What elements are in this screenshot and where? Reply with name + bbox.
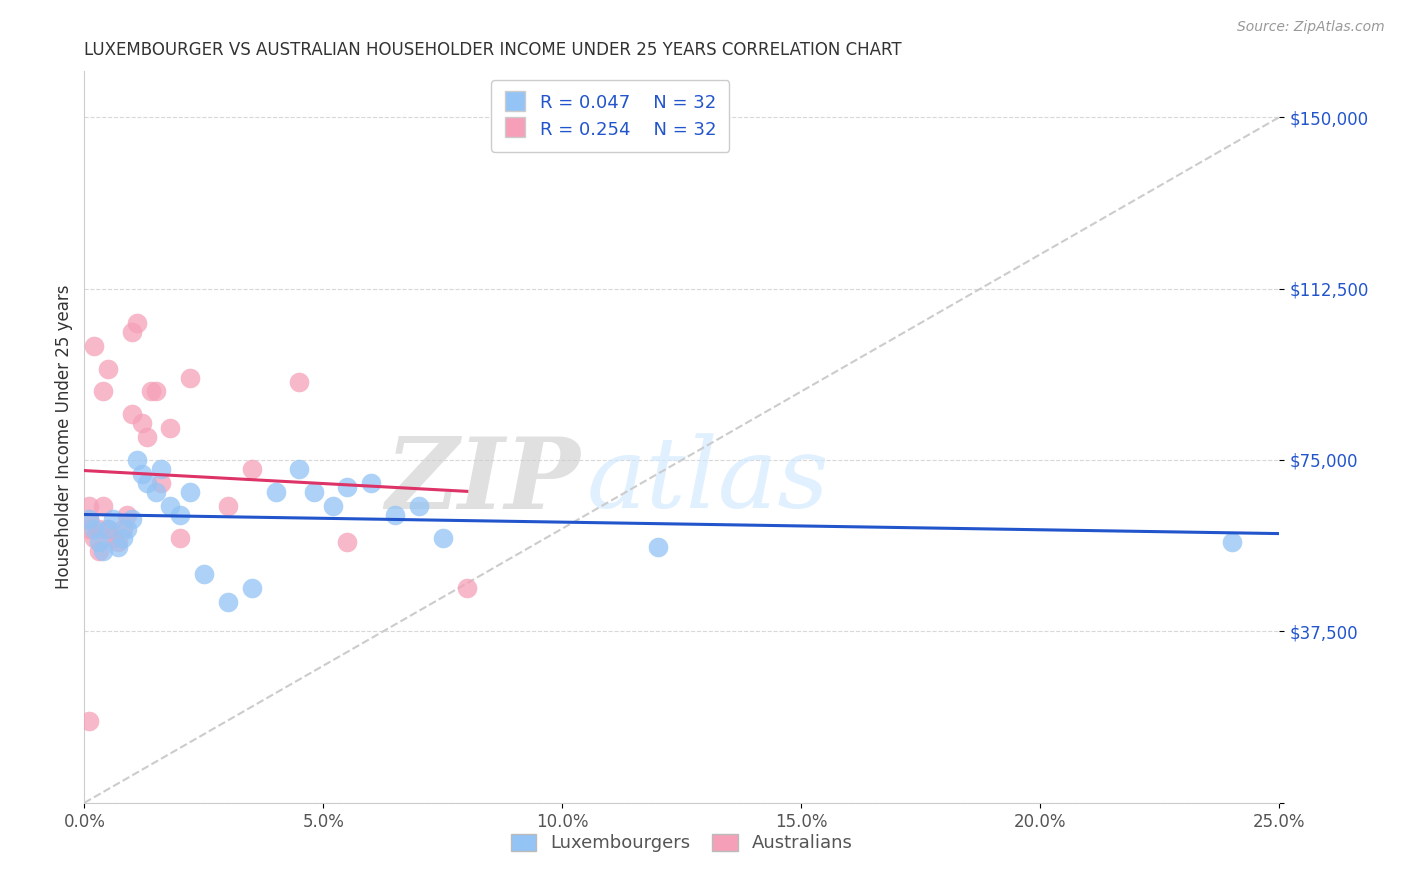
Point: [93, 499, 115, 513]
Point: [217, 594, 239, 608]
Point: [288, 462, 311, 476]
Point: [408, 499, 430, 513]
Point: [179, 484, 201, 499]
Legend: Luxembourgers, Australians: Luxembourgers, Australians: [503, 826, 860, 860]
Point: [121, 325, 143, 339]
Point: [83, 521, 105, 535]
Point: [87, 544, 110, 558]
Point: [121, 512, 143, 526]
Point: [193, 567, 215, 582]
Point: [83, 338, 105, 352]
Point: [288, 375, 311, 389]
Point: [117, 521, 139, 535]
Point: [87, 535, 110, 549]
Point: [101, 512, 124, 526]
Point: [87, 521, 110, 535]
Point: [149, 475, 172, 490]
Point: [77, 512, 100, 526]
Y-axis label: Householder Income Under 25 years: Householder Income Under 25 years: [55, 285, 73, 590]
Point: [179, 370, 201, 384]
Point: [169, 508, 191, 522]
Point: [93, 384, 115, 399]
Point: [125, 316, 148, 330]
Point: [101, 531, 124, 545]
Point: [145, 384, 167, 399]
Point: [647, 540, 669, 554]
Text: LUXEMBOURGER VS AUSTRALIAN HOUSEHOLDER INCOME UNDER 25 YEARS CORRELATION CHART: LUXEMBOURGER VS AUSTRALIAN HOUSEHOLDER I…: [84, 41, 903, 59]
Text: atlas: atlas: [586, 434, 830, 529]
Point: [77, 521, 100, 535]
Point: [302, 484, 325, 499]
Point: [111, 531, 134, 545]
Point: [217, 499, 239, 513]
Point: [336, 480, 359, 494]
Point: [240, 581, 263, 595]
Point: [131, 417, 153, 431]
Point: [159, 421, 181, 435]
Point: [384, 508, 406, 522]
Point: [125, 453, 148, 467]
Point: [97, 361, 120, 376]
Point: [93, 544, 115, 558]
Point: [135, 430, 157, 444]
Text: Source: ZipAtlas.com: Source: ZipAtlas.com: [1237, 20, 1385, 34]
Point: [135, 475, 157, 490]
Point: [264, 484, 287, 499]
Point: [77, 499, 100, 513]
Point: [107, 535, 129, 549]
Text: ZIP: ZIP: [385, 433, 581, 529]
Point: [141, 384, 163, 399]
Point: [77, 714, 100, 728]
Point: [117, 508, 139, 522]
Point: [131, 467, 153, 481]
Point: [1220, 535, 1243, 549]
Point: [97, 521, 120, 535]
Point: [432, 531, 454, 545]
Point: [121, 407, 143, 421]
Point: [360, 475, 382, 490]
Point: [97, 521, 120, 535]
Point: [159, 499, 181, 513]
Point: [145, 484, 167, 499]
Point: [169, 531, 191, 545]
Point: [107, 540, 129, 554]
Point: [322, 499, 344, 513]
Point: [83, 531, 105, 545]
Point: [111, 521, 134, 535]
Point: [149, 462, 172, 476]
Point: [336, 535, 359, 549]
Point: [456, 581, 478, 595]
Point: [240, 462, 263, 476]
Point: [77, 512, 100, 526]
